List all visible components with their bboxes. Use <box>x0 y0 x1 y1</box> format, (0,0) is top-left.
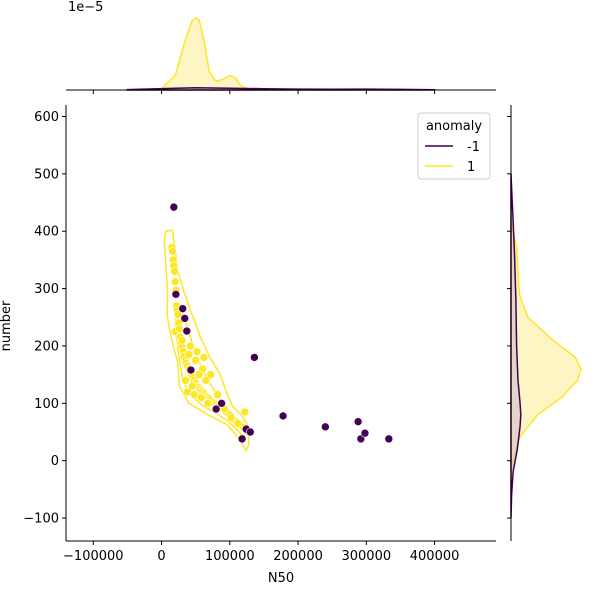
scatter-point-neg1 <box>169 202 179 212</box>
main-scatter-plot: −100000 0 100000 200000 300000 400000 −100 0 10… <box>0 105 496 586</box>
x-tick-label: 100000 <box>205 549 255 564</box>
scatter-point-neg1 <box>178 304 188 313</box>
scatter-point-1 <box>184 350 194 359</box>
y-axis-label: number <box>0 300 14 351</box>
scatter-point-neg1 <box>182 326 192 336</box>
right-marginal-ticks <box>507 115 511 519</box>
scatter-point-1 <box>181 376 190 385</box>
y-tick-label: 600 <box>34 110 59 125</box>
scatter-point-1 <box>203 399 213 408</box>
scatter-point-1 <box>196 393 206 402</box>
scatter-point-1 <box>173 310 183 319</box>
scatter-point-neg1 <box>245 427 255 437</box>
x-axis-label: N50 <box>268 571 294 586</box>
scatter-point-neg1 <box>360 428 370 438</box>
scatter-point-1 <box>170 267 179 276</box>
legend-title: anomaly <box>426 119 482 134</box>
legend: anomaly -1 1 <box>417 112 491 180</box>
right-kde-curves <box>510 173 582 519</box>
scatter-point-neg1 <box>211 404 221 414</box>
scatter-point-1 <box>170 277 180 286</box>
top-marginal-kde: 1e−5 <box>66 0 496 94</box>
scatter-point-1 <box>185 341 195 351</box>
y-tick-label: −100 <box>23 512 59 527</box>
legend-label-neg1: -1 <box>467 140 480 155</box>
y-tick-label: 200 <box>34 339 59 354</box>
scatter-point-1 <box>177 335 187 345</box>
legend-frame <box>417 112 491 180</box>
x-tick-label: 300000 <box>341 549 391 564</box>
y-tick-label: 400 <box>34 225 59 240</box>
scatter-point-neg1 <box>186 365 196 375</box>
right-kde-1 <box>510 219 582 473</box>
y-tick-labels: −100 0 100 200 300 400 500 600 <box>23 110 59 527</box>
scatter-point-1 <box>213 390 222 400</box>
scatter-point-neg1 <box>321 422 330 432</box>
kde-contour-outer <box>163 229 250 452</box>
scatter-point-1 <box>199 353 209 362</box>
scatter-point-1 <box>187 381 197 391</box>
scatter-point-neg1 <box>353 417 363 426</box>
right-marginal-kde <box>507 105 582 541</box>
scatter-point-1 <box>168 246 177 256</box>
y-tick-label: 300 <box>34 282 59 297</box>
scatter-point-neg1 <box>217 399 226 408</box>
scatter-points <box>167 202 394 444</box>
top-marginal-ticks <box>92 90 436 94</box>
scatter-point-1 <box>192 347 202 356</box>
x-tick-label: 400000 <box>410 549 460 564</box>
scatter-point-neg1 <box>278 411 288 421</box>
scatter-point-neg1 <box>250 353 259 362</box>
right-kde-neg1 <box>510 173 522 519</box>
scatter-point-neg1 <box>180 314 190 323</box>
scatter-point-1 <box>201 376 211 385</box>
scatter-point-1 <box>175 324 184 334</box>
x-tick-label: −100000 <box>63 549 124 564</box>
scatter-point-1 <box>226 413 236 422</box>
scatter-point-1 <box>233 419 243 428</box>
top-axis-offset-label: 1e−5 <box>68 0 103 15</box>
scatter-point-neg1 <box>171 290 181 299</box>
top-kde-1 <box>160 17 258 91</box>
x-tick-label: 200000 <box>273 549 323 564</box>
x-tick-label: 0 <box>157 549 165 564</box>
scatter-point-1 <box>194 370 204 379</box>
scatter-point-neg1 <box>384 434 394 444</box>
y-tick-label: 500 <box>34 167 59 182</box>
scatter-point-1 <box>206 370 215 379</box>
legend-label-1: 1 <box>467 160 475 175</box>
scatter-point-neg1 <box>237 434 247 444</box>
y-tick-label: 0 <box>51 454 59 469</box>
x-tick-labels: −100000 0 100000 200000 300000 400000 <box>63 549 459 564</box>
main-axes <box>62 105 496 545</box>
y-tick-label: 100 <box>34 397 59 412</box>
scatter-point-1 <box>240 407 250 417</box>
scatter-point-1 <box>191 355 200 365</box>
